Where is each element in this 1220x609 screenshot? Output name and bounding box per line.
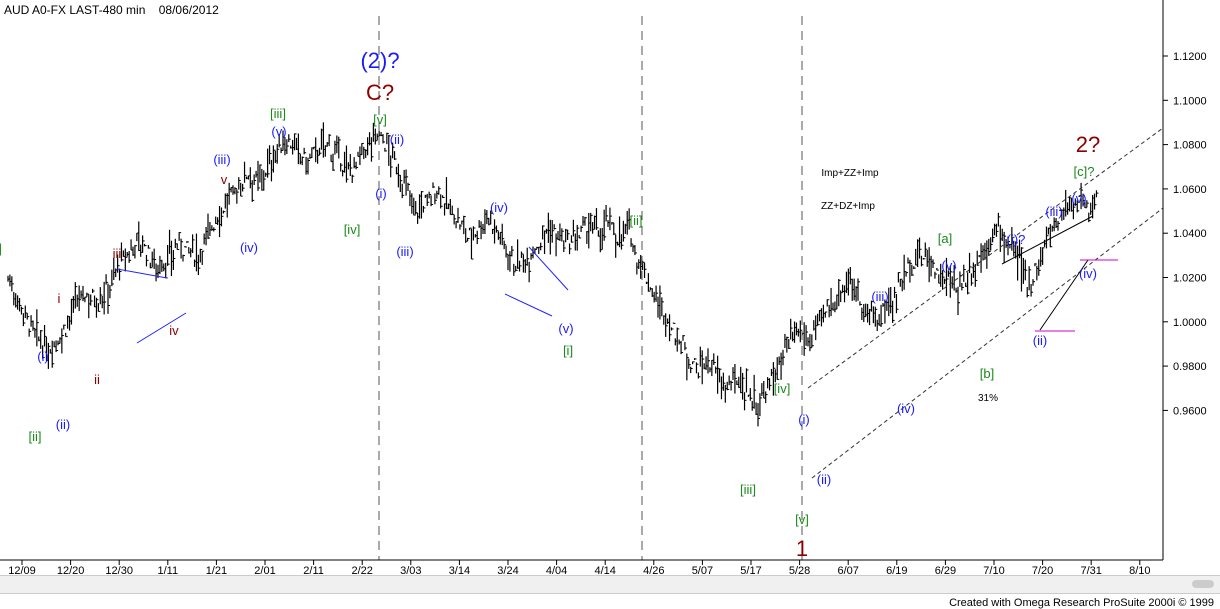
x-tick-label: 5/07 (692, 565, 713, 577)
wave-label: (iv) (490, 200, 508, 215)
x-tick-label: 1/21 (206, 565, 227, 577)
horizontal-scrollbar[interactable] (0, 575, 1220, 594)
wave-label: [v] (373, 112, 387, 127)
chart-date: 08/06/2012 (158, 3, 219, 17)
axes-group: 1.1200 1.1000 1.0800 1.0600 1.0400 1.0200 1.00… (0, 0, 1207, 577)
price-bars-group (7, 122, 1099, 427)
x-tick-label: 12/30 (105, 565, 133, 577)
triangle-upper-line (116, 268, 168, 279)
y-tick-label: 1.0800 (1173, 140, 1207, 152)
trend-lines-group (116, 16, 1164, 560)
triangle-lower-line (136, 312, 187, 344)
x-tick-label: 6/07 (837, 565, 858, 577)
y-tick-label: 1.0400 (1173, 228, 1207, 240)
wave-label: [iv] (774, 381, 791, 396)
x-tick-label: 2/11 (303, 565, 324, 577)
wave-label: [iii] (270, 106, 286, 121)
wave-label: (v) (271, 124, 286, 139)
wave-label: [c]? (1074, 164, 1095, 179)
wave-label: [iv] (344, 222, 361, 237)
x-tick-label: 7/10 (983, 565, 1004, 577)
wave-label: iii (113, 246, 122, 261)
wave-label: v (221, 172, 228, 187)
wave-label: 2? (1076, 132, 1100, 157)
x-tick-label: 8/10 (1129, 565, 1150, 577)
x-tick-label: 6/29 (935, 565, 956, 577)
wave-label: (iv) (897, 401, 915, 416)
wedge-lower-line (1039, 259, 1089, 331)
y-tick-label: 1.0000 (1173, 317, 1207, 329)
wave-label: (iv) (240, 240, 258, 255)
chart-symbol: AUD A0-FX LAST-480 min (4, 3, 146, 17)
wave-label: (i)? (1007, 232, 1026, 247)
y-tick-label: 1.1000 (1173, 95, 1207, 107)
x-tick-label: 3/14 (449, 565, 470, 577)
wave-label: [b] (980, 366, 994, 381)
x-tick-label: 12/09 (8, 565, 36, 577)
wave-label: [iii] (740, 482, 756, 497)
wave-label: (iii) (871, 289, 888, 304)
wedge2-upper-line (528, 246, 569, 291)
x-tick-label: 5/17 (740, 565, 761, 577)
wave-label: (ii) (817, 472, 831, 487)
channel-lower-line (811, 207, 1164, 479)
wave-label: Imp+ZZ+Imp (821, 168, 879, 179)
wave-labels-group: (2)? C? 2? 1 [c]? Imp+ZZ+Imp ZZ+DZ+Imp 31% [ii] [… (0, 48, 1100, 561)
y-tick-label: 0.9800 (1173, 361, 1207, 373)
wave-label: (ii) (390, 132, 404, 147)
x-tick-label: 7/31 (1080, 565, 1101, 577)
wedge2-lower-line (504, 293, 553, 317)
wave-label: [a] (938, 231, 952, 246)
y-tick-label: 1.0600 (1173, 184, 1207, 196)
wave-label: (i) (798, 412, 810, 427)
wave-label: (ii) (56, 417, 70, 432)
wave-label: (i) (375, 186, 387, 201)
wave-label: (2)? (360, 48, 399, 73)
x-tick-label: 3/24 (497, 565, 518, 577)
wave-label: [i] (563, 343, 573, 358)
wave-label: (iv) (1079, 266, 1097, 281)
x-tick-label: 12/20 (57, 565, 85, 577)
wave-label: ii (94, 372, 100, 387)
wave-label: [v] (795, 512, 809, 527)
channel-upper-line (807, 127, 1164, 389)
x-tick-label: 2/01 (254, 565, 275, 577)
wave-label: (iii) (213, 152, 230, 167)
scrollbar-thumb[interactable] (1192, 580, 1214, 588)
y-tick-label: 0.9600 (1173, 405, 1207, 417)
wave-label: 31% (978, 393, 998, 404)
wave-label: [ii] (29, 429, 42, 444)
x-tick-label: 5/28 (789, 565, 810, 577)
wave-label: ZZ+DZ+Imp (821, 201, 875, 212)
x-tick-label: 3/03 (400, 565, 421, 577)
x-tick-label: 1/11 (158, 565, 179, 577)
y-tick-label: 1.0200 (1173, 273, 1207, 285)
wave-label: (v) (941, 258, 956, 273)
credit-text: Created with Omega Research ProSuite 200… (949, 597, 1214, 609)
wave-label: 1 (796, 536, 808, 561)
wedge-upper-line (1001, 215, 1094, 265)
wave-label: (ii) (1033, 333, 1047, 348)
wave-label: ] (0, 241, 2, 256)
x-tick-label: 2/22 (351, 565, 372, 577)
x-tick-label: 6/19 (886, 565, 907, 577)
wave-label: (v) (558, 321, 573, 336)
wave-label: (iii) (396, 244, 413, 259)
x-tick-label: 4/04 (546, 565, 567, 577)
wave-label: C? (366, 80, 394, 105)
wave-label: (v) (1071, 191, 1086, 206)
wave-label: iv (169, 323, 179, 338)
wave-label: (iii) (1045, 204, 1062, 219)
chart-title: AUD A0-FX LAST-480 min 08/06/2012 (4, 3, 219, 17)
y-tick-label: 1.1200 (1173, 51, 1207, 63)
x-tick-label: 7/20 (1032, 565, 1053, 577)
wave-label: [ii] (630, 213, 643, 228)
x-tick-label: 4/26 (643, 565, 664, 577)
wave-label: (i) (37, 349, 49, 364)
x-tick-label: 4/14 (594, 565, 615, 577)
wave-label: i (58, 291, 61, 306)
